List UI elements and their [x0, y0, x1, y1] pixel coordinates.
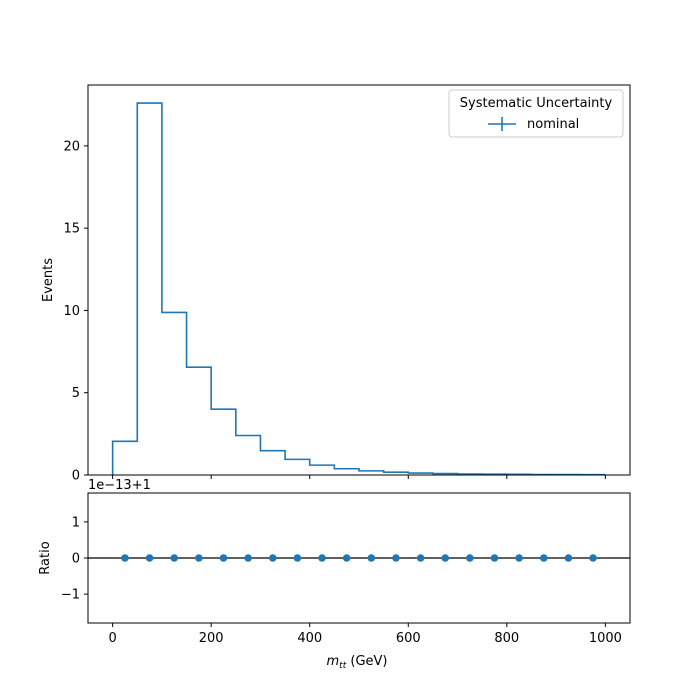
- ratio-point: [195, 554, 203, 562]
- legend: Systematic Uncertainty nominal: [448, 89, 624, 138]
- main-y-tick-label: 15: [63, 222, 80, 237]
- histogram-nominal: [111, 102, 606, 476]
- ratio-point: [244, 554, 252, 562]
- ratio-point: [268, 554, 277, 562]
- x-tick-label: 600: [396, 631, 421, 646]
- ratio-point: [416, 554, 425, 562]
- legend-errorbar-marker: [488, 117, 516, 131]
- main-y-axis-label: Events: [41, 258, 56, 302]
- ratio-y-tick-label: 1: [72, 515, 80, 530]
- ratio-point: [441, 554, 450, 562]
- ratio-point: [515, 554, 523, 562]
- ratio-point: [121, 554, 129, 562]
- legend-box: [448, 89, 624, 138]
- x-axis-label: mtt (GeV): [327, 654, 388, 671]
- x-tick-label: 200: [199, 631, 224, 646]
- x-axis-label-symbol: m: [327, 654, 340, 669]
- ratio-point: [589, 554, 597, 562]
- ratio-point: [466, 554, 474, 562]
- ratio-point: [367, 554, 376, 562]
- ratio-plot-frame: [87, 492, 631, 624]
- ratio-y-axis-label: Ratio: [38, 541, 53, 574]
- ratio-point: [170, 554, 179, 562]
- legend-entry-label: nominal: [527, 117, 579, 132]
- ratio-offset-text: 1e−13+1: [88, 478, 151, 493]
- main-y-tick-label: 20: [63, 139, 80, 154]
- ratio-y-tick-label: 0: [72, 552, 80, 567]
- ratio-point: [490, 554, 499, 562]
- main-y-tick-label: 0: [72, 469, 80, 484]
- x-axis-label-subscript: tt: [339, 661, 347, 671]
- ratio-x-ticks: 0 200 400 600 800 1000: [108, 623, 622, 646]
- ratio-point: [564, 554, 573, 562]
- ratio-y-tick-label: −1: [61, 588, 80, 603]
- ratio-point: [392, 554, 400, 562]
- main-y-tick-label: 10: [63, 304, 80, 319]
- ratio-point: [342, 554, 351, 562]
- main-panel: 0 5 10 15 20 Events Systematic Uncertainty n…: [41, 84, 631, 484]
- main-y-tick-label: 5: [72, 386, 80, 401]
- ratio-points: [121, 554, 597, 562]
- ratio-point: [293, 554, 302, 562]
- ratio-panel: 1e−13+1 −1 0 1 0 200 400 600 800 1000 Ratio mtt…: [38, 478, 631, 671]
- ratio-point: [539, 554, 548, 562]
- ratio-y-ticks: −1 0 1: [61, 515, 88, 603]
- x-tick-label: 0: [108, 631, 116, 646]
- ratio-point: [219, 554, 228, 562]
- x-tick-label: 800: [494, 631, 519, 646]
- legend-title: Systematic Uncertainty: [460, 96, 613, 111]
- x-axis-label-unit: (GeV): [346, 654, 387, 669]
- main-y-ticks: 0 5 10 15 20: [63, 139, 88, 484]
- main-x-ticks: [112, 475, 606, 479]
- x-tick-label: 400: [297, 631, 322, 646]
- x-tick-label: 1000: [589, 631, 622, 646]
- ratio-point: [318, 554, 326, 562]
- main-plot-frame: [87, 84, 631, 476]
- ratio-point: [145, 554, 154, 562]
